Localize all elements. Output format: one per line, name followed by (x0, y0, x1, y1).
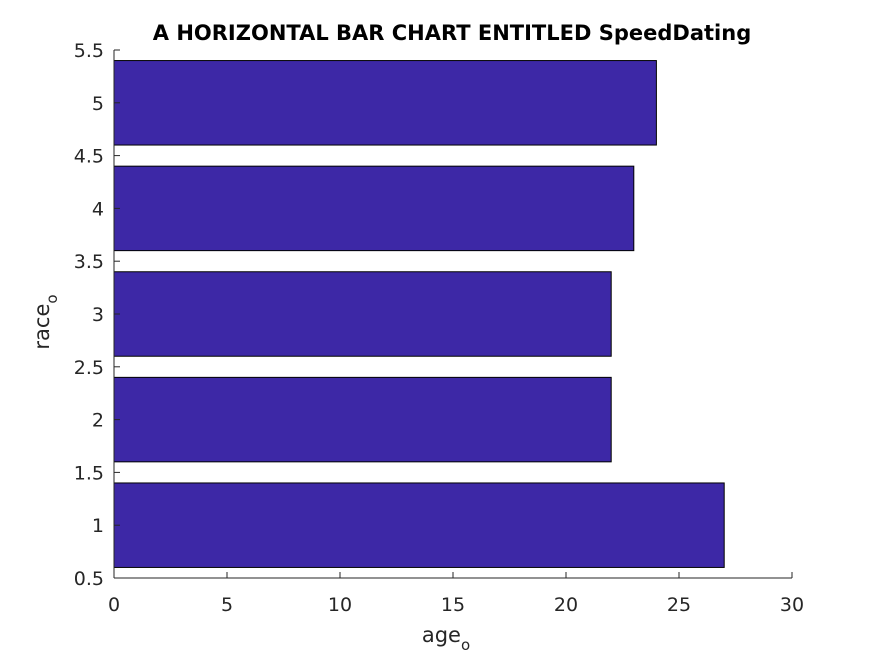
y-tick-label: 5.5 (74, 40, 104, 62)
bars-group (113, 60, 725, 568)
x-tick-label: 25 (667, 594, 691, 616)
y-tick-label: 3 (92, 304, 104, 326)
y-axis-label-main: race (30, 304, 54, 350)
y-axis-label: raceo (30, 294, 61, 349)
y-ticks-group: 0.5 1 1.5 2 2.5 3 3.5 4 4.5 5 5.5 (74, 40, 120, 590)
x-tick-label: 0 (108, 594, 120, 616)
bar-5 (113, 60, 657, 146)
x-tick-label: 5 (221, 594, 233, 616)
y-tick-label: 5 (92, 93, 104, 115)
x-tick-label: 15 (441, 594, 465, 616)
x-axis-label: ageo (422, 623, 470, 654)
y-axis-label-subscript: o (43, 294, 61, 303)
y-tick-label: 4 (92, 198, 104, 220)
y-tick-label: 2 (92, 410, 104, 432)
x-ticks-group: 0 5 10 15 20 25 30 (108, 572, 804, 616)
x-axis-label-main: age (422, 623, 461, 647)
chart-title: A HORIZONTAL BAR CHART ENTITLED SpeedDat… (153, 21, 751, 45)
y-tick-label: 2.5 (74, 357, 104, 379)
bar-3 (113, 271, 612, 357)
bar-4 (113, 165, 635, 252)
bar-2 (113, 376, 612, 463)
x-tick-label: 20 (554, 594, 578, 616)
x-tick-label: 30 (780, 594, 804, 616)
x-tick-label: 10 (328, 594, 352, 616)
y-tick-label: 3.5 (74, 251, 104, 273)
y-tick-label: 1.5 (74, 462, 104, 484)
bar-1 (113, 482, 725, 568)
y-tick-label: 0.5 (74, 568, 104, 590)
y-tick-label: 4.5 (74, 146, 104, 168)
y-tick-label: 1 (92, 515, 104, 537)
x-axis-label-subscript: o (461, 636, 470, 654)
